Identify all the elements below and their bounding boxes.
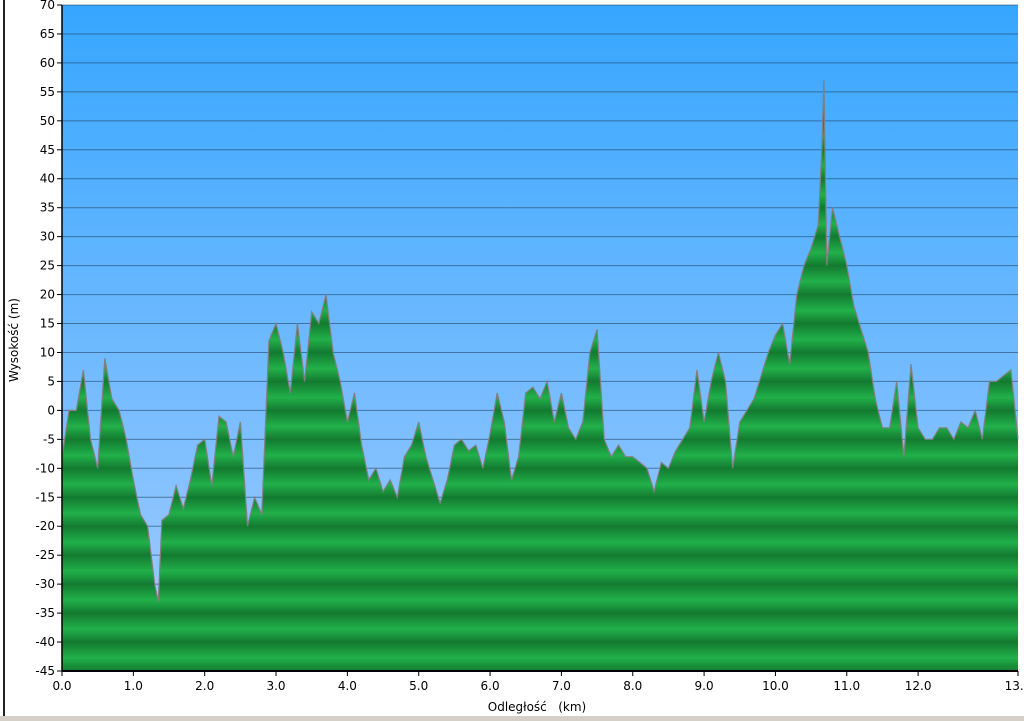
- y-tick-label: -15: [35, 490, 55, 504]
- y-tick-label: 65: [40, 27, 55, 41]
- x-tick-label: 4.0: [338, 679, 357, 693]
- x-tick-label: 8.0: [623, 679, 642, 693]
- x-tick-label: 9.0: [695, 679, 714, 693]
- y-tick-label: -10: [35, 461, 55, 475]
- y-tick-label: 40: [40, 172, 55, 186]
- y-tick-label: -35: [35, 606, 55, 620]
- x-tick-label: 6.0: [481, 679, 500, 693]
- elevation-line: [61, 80, 1019, 602]
- y-tick-label: -25: [35, 548, 55, 562]
- y-tick-label: 25: [40, 259, 55, 273]
- y-tick-label: 20: [40, 288, 55, 302]
- x-tick-label: 13.4: [1005, 679, 1024, 693]
- x-tick-label: 11.0: [833, 679, 860, 693]
- y-axis-label: Wysokość (m): [7, 298, 21, 382]
- x-axis-label: Odległość (km): [488, 700, 586, 714]
- x-tick-label: 12.0: [905, 679, 932, 693]
- axes: 7065605550454035302520151050-5-10-15-20-…: [35, 0, 1024, 693]
- y-tick-label: 15: [40, 317, 55, 331]
- y-tick-label: 70: [40, 0, 55, 12]
- y-tick-label: 35: [40, 201, 55, 215]
- x-tick-label: 2.0: [195, 679, 214, 693]
- y-tick-label: -30: [35, 577, 55, 591]
- y-tick-label: -40: [35, 635, 55, 649]
- y-tick-label: 5: [47, 374, 55, 388]
- x-tick-label: 5.0: [409, 679, 428, 693]
- x-tick-label: 1.0: [124, 679, 143, 693]
- x-tick-label: 7.0: [552, 679, 571, 693]
- y-tick-label: 50: [40, 114, 55, 128]
- y-tick-label: -20: [35, 519, 55, 533]
- y-tick-label: 0: [47, 403, 55, 417]
- x-tick-label: 0.0: [52, 679, 71, 693]
- x-tick-label: 3.0: [266, 679, 285, 693]
- y-tick-label: -5: [43, 432, 55, 446]
- x-tick-label: 10.0: [762, 679, 789, 693]
- y-tick-label: 45: [40, 143, 55, 157]
- y-tick-label: 30: [40, 230, 55, 244]
- elevation-area: [62, 80, 1018, 672]
- y-tick-label: -45: [35, 664, 55, 678]
- y-tick-label: 10: [40, 345, 55, 359]
- y-tick-label: 55: [40, 85, 55, 99]
- y-tick-label: 60: [40, 56, 55, 70]
- chart-frame: [3, 0, 1024, 716]
- window-bottom-bar: [0, 716, 1024, 721]
